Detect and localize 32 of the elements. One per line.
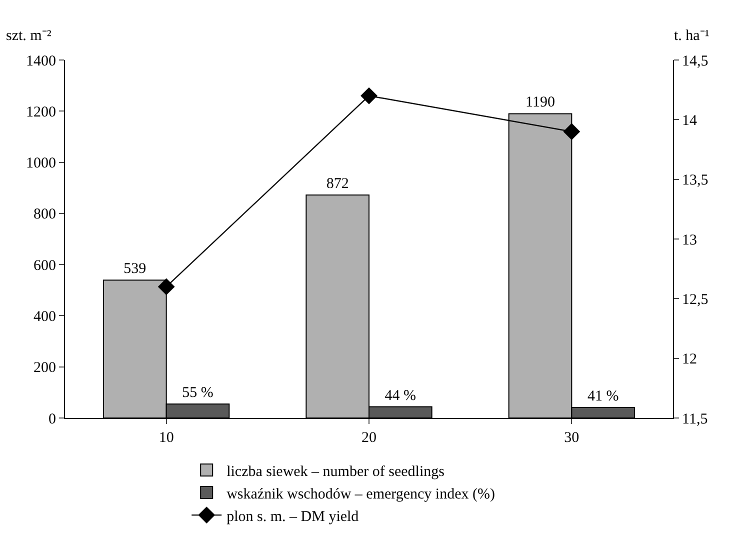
y2-tick-label: 13 xyxy=(682,232,697,248)
legend-label: wskaźnik wschodów – emergency index (%) xyxy=(226,486,496,502)
data-label: 539 xyxy=(124,261,146,278)
y-tick-label: 400 xyxy=(34,308,56,325)
point xyxy=(360,87,378,104)
y-axis-title: szt. m⁻² xyxy=(6,28,52,44)
data-label: 872 xyxy=(326,176,349,192)
point xyxy=(158,278,175,296)
y2-axis-title: t. ha⁻¹ xyxy=(674,28,710,44)
y2-tick-label: 12,5 xyxy=(682,292,708,308)
data-label: 41 % xyxy=(587,388,619,405)
y2-tick-label: 12 xyxy=(682,352,697,368)
x-tick-label: 10 xyxy=(158,430,174,446)
y2-tick-label: 14,5 xyxy=(682,53,708,70)
data-label: 44 % xyxy=(384,388,416,404)
x-tick-label: 30 xyxy=(564,430,580,446)
y-tick-label: 1200 xyxy=(26,104,56,120)
y-tick-label: 1000 xyxy=(26,156,56,172)
point xyxy=(563,123,580,140)
x-tick-label: 20 xyxy=(362,430,376,446)
legend-label: liczba siewek – number of seedlings xyxy=(226,464,445,480)
y2-tick-label: 11,5 xyxy=(682,411,708,428)
y2-tick-label: 13,5 xyxy=(682,172,708,189)
data-label: 1190 xyxy=(526,94,555,111)
y-tick-label: 0 xyxy=(48,411,56,428)
y-tick-label: 800 xyxy=(34,206,56,223)
y-tick-label: 200 xyxy=(34,360,56,376)
y-tick-label: 600 xyxy=(34,258,56,274)
y-tick-label: 1400 xyxy=(26,53,56,70)
legend-label: plon s. m. – DM yield xyxy=(226,508,360,525)
y2-tick-label: 14 xyxy=(682,112,698,129)
data-label: 55 % xyxy=(182,384,214,401)
